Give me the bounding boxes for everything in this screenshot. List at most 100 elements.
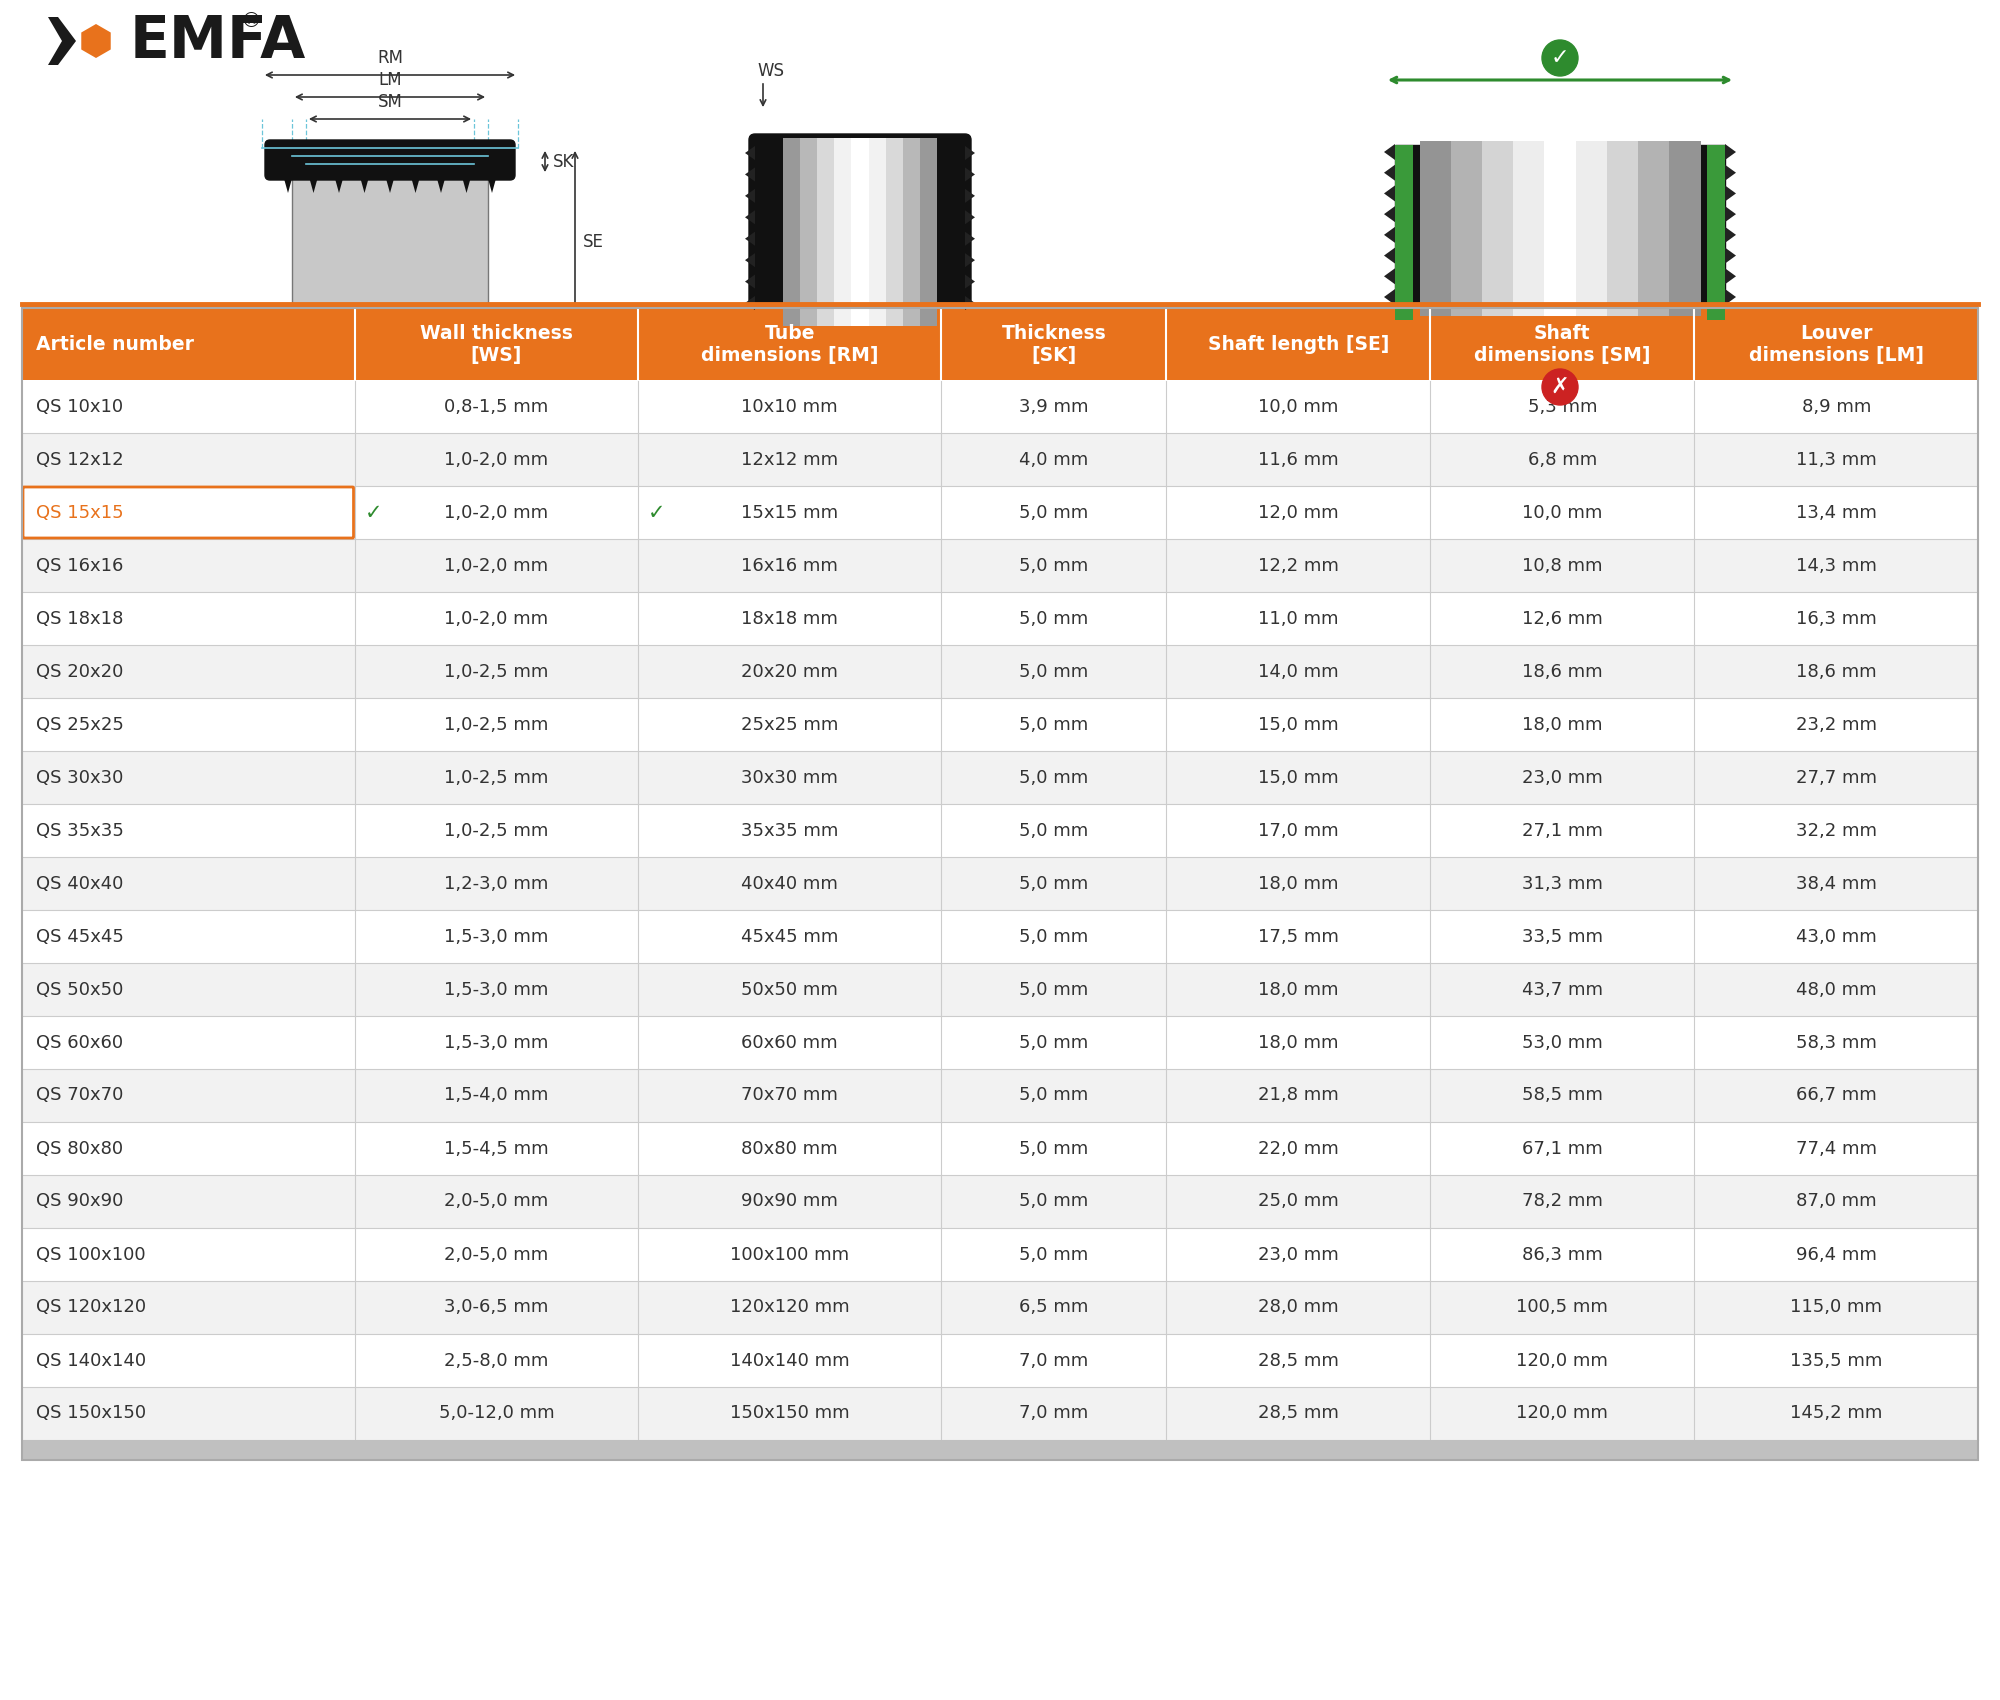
- Text: 66,7 mm: 66,7 mm: [1796, 1086, 1876, 1105]
- Bar: [22, 1227, 1978, 1282]
- Bar: [784, 138, 800, 326]
- Text: 86,3 mm: 86,3 mm: [1522, 1246, 1602, 1263]
- Text: 5,0 mm: 5,0 mm: [1020, 556, 1088, 575]
- Polygon shape: [744, 189, 756, 202]
- Text: QS 40x40: QS 40x40: [36, 874, 124, 893]
- Bar: [22, 910, 1978, 962]
- Text: QS 20x20: QS 20x20: [36, 663, 124, 680]
- Text: 45x45 mm: 45x45 mm: [742, 928, 838, 945]
- Text: 120,0 mm: 120,0 mm: [1516, 1352, 1608, 1370]
- Text: 6,5 mm: 6,5 mm: [1020, 1299, 1088, 1316]
- Text: 115,0 mm: 115,0 mm: [1790, 1299, 1882, 1316]
- Polygon shape: [964, 231, 976, 246]
- Polygon shape: [1724, 144, 1736, 160]
- Polygon shape: [1724, 226, 1736, 243]
- Text: 11,0 mm: 11,0 mm: [1258, 610, 1338, 627]
- Text: 1,0-2,5 mm: 1,0-2,5 mm: [444, 663, 548, 680]
- Text: 33,5 mm: 33,5 mm: [1522, 928, 1602, 945]
- Text: 5,0 mm: 5,0 mm: [1020, 1034, 1088, 1052]
- Text: 8,9 mm: 8,9 mm: [1802, 398, 1870, 415]
- Bar: [1606, 141, 1638, 316]
- Text: 1,0-2,5 mm: 1,0-2,5 mm: [444, 716, 548, 733]
- Bar: [800, 138, 818, 326]
- Text: QS 25x25: QS 25x25: [36, 716, 124, 733]
- Text: SK: SK: [552, 153, 574, 170]
- Bar: [22, 304, 1978, 308]
- Text: 1,2-3,0 mm: 1,2-3,0 mm: [444, 874, 548, 893]
- Bar: [1396, 144, 1724, 320]
- Text: 3,9 mm: 3,9 mm: [1020, 398, 1088, 415]
- Polygon shape: [964, 211, 976, 224]
- Bar: [22, 434, 1978, 486]
- Bar: [818, 138, 834, 326]
- Text: 43,7 mm: 43,7 mm: [1522, 981, 1602, 998]
- Bar: [22, 592, 1978, 644]
- Text: 1,0-2,0 mm: 1,0-2,0 mm: [444, 503, 548, 522]
- Polygon shape: [964, 275, 976, 289]
- Text: 87,0 mm: 87,0 mm: [1796, 1192, 1876, 1210]
- Text: 22,0 mm: 22,0 mm: [1258, 1139, 1338, 1158]
- Text: 21,8 mm: 21,8 mm: [1258, 1086, 1338, 1105]
- Bar: [1482, 141, 1514, 316]
- Text: 18,0 mm: 18,0 mm: [1258, 981, 1338, 998]
- Text: 28,0 mm: 28,0 mm: [1258, 1299, 1338, 1316]
- Bar: [22, 1175, 1978, 1227]
- Polygon shape: [82, 24, 110, 58]
- Text: 17,5 mm: 17,5 mm: [1258, 928, 1338, 945]
- Polygon shape: [1384, 248, 1396, 264]
- Text: ✓: ✓: [648, 503, 666, 522]
- Bar: [852, 138, 868, 326]
- Bar: [22, 486, 1978, 539]
- Bar: [22, 1122, 1978, 1175]
- Bar: [1452, 141, 1484, 316]
- Text: 80x80 mm: 80x80 mm: [742, 1139, 838, 1158]
- Polygon shape: [1724, 289, 1736, 304]
- Text: 35x35 mm: 35x35 mm: [742, 821, 838, 840]
- Bar: [288, 335, 492, 343]
- Text: 5,0 mm: 5,0 mm: [1020, 768, 1088, 787]
- Bar: [22, 1440, 1978, 1460]
- Text: 12,0 mm: 12,0 mm: [1258, 503, 1338, 522]
- Polygon shape: [1384, 185, 1396, 201]
- Text: QS 150x150: QS 150x150: [36, 1404, 146, 1423]
- Text: 31,3 mm: 31,3 mm: [1522, 874, 1602, 893]
- Text: QS 15x15: QS 15x15: [36, 503, 124, 522]
- Text: Tube
dimensions [RM]: Tube dimensions [RM]: [700, 323, 878, 364]
- Bar: [1708, 144, 1724, 320]
- Bar: [902, 138, 920, 326]
- Text: 2,0-5,0 mm: 2,0-5,0 mm: [444, 1192, 548, 1210]
- Polygon shape: [1724, 269, 1736, 284]
- Text: 10,0 mm: 10,0 mm: [1522, 503, 1602, 522]
- Text: QS 35x35: QS 35x35: [36, 821, 124, 840]
- Text: QS 100x100: QS 100x100: [36, 1246, 146, 1263]
- Text: 12,2 mm: 12,2 mm: [1258, 556, 1338, 575]
- Text: 2,0-5,0 mm: 2,0-5,0 mm: [444, 1246, 548, 1263]
- Text: 1,0-2,0 mm: 1,0-2,0 mm: [444, 610, 548, 627]
- Text: 0,8-1,5 mm: 0,8-1,5 mm: [444, 398, 548, 415]
- Text: 7,0 mm: 7,0 mm: [1020, 1352, 1088, 1370]
- Text: 18,0 mm: 18,0 mm: [1522, 716, 1602, 733]
- Text: 25,0 mm: 25,0 mm: [1258, 1192, 1338, 1210]
- Text: 18,6 mm: 18,6 mm: [1522, 663, 1602, 680]
- Text: 140x140 mm: 140x140 mm: [730, 1352, 850, 1370]
- Text: 38,4 mm: 38,4 mm: [1796, 874, 1876, 893]
- Text: 43,0 mm: 43,0 mm: [1796, 928, 1876, 945]
- Text: QS 18x18: QS 18x18: [36, 610, 124, 627]
- Polygon shape: [964, 253, 976, 267]
- Text: Shaft
dimensions [SM]: Shaft dimensions [SM]: [1474, 323, 1650, 364]
- Polygon shape: [384, 175, 396, 194]
- Text: 23,0 mm: 23,0 mm: [1522, 768, 1602, 787]
- Text: 28,5 mm: 28,5 mm: [1258, 1404, 1338, 1423]
- Text: QS 50x50: QS 50x50: [36, 981, 124, 998]
- Text: ✓: ✓: [364, 503, 382, 522]
- Text: 58,5 mm: 58,5 mm: [1522, 1086, 1602, 1105]
- Bar: [22, 857, 1978, 910]
- Text: 5,0 mm: 5,0 mm: [1020, 928, 1088, 945]
- Text: 17,0 mm: 17,0 mm: [1258, 821, 1338, 840]
- Text: Wall thickness
[WS]: Wall thickness [WS]: [420, 323, 572, 364]
- Bar: [1576, 141, 1608, 316]
- Bar: [1420, 141, 1452, 316]
- Circle shape: [1542, 41, 1578, 76]
- Text: 12,6 mm: 12,6 mm: [1522, 610, 1602, 627]
- Text: 5,0 mm: 5,0 mm: [1020, 1192, 1088, 1210]
